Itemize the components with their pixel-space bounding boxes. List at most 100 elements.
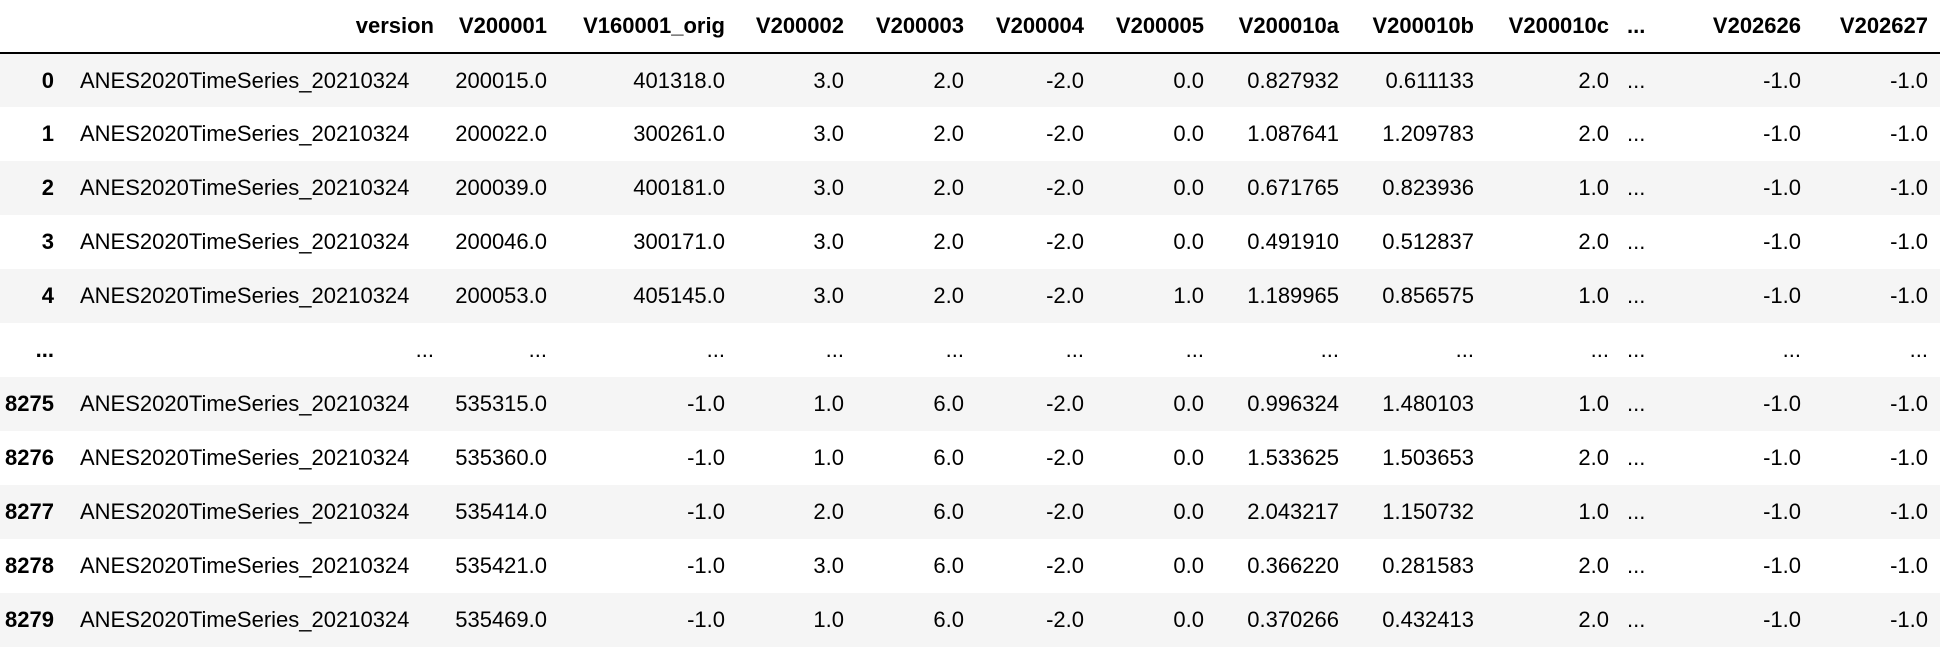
table-cell: -1.0 (1890, 445, 1928, 470)
table-cell: 535315.0 (455, 391, 547, 416)
table-cell: 0.0 (1173, 67, 1204, 93)
row-index: 4 (41, 283, 54, 308)
column-header-ellipsis: ... (1621, 0, 1663, 54)
table-cell: 6.0 (933, 391, 964, 416)
table-cell: -1.0 (1890, 283, 1928, 308)
table-cell: 1.0 (813, 607, 844, 632)
table-cell: 1.480103 (1382, 391, 1474, 416)
table-cell: ... (415, 337, 434, 362)
header-row: version V200001 V160001_orig V200002 V20… (0, 0, 1940, 54)
table-cell: -1.0 (1890, 229, 1928, 254)
column-header-v200005: V200005 (1096, 0, 1216, 54)
table-row: 8277 ANES2020TimeSeries_20210324 535414.0 -… (0, 485, 1940, 539)
table-cell: 2.0 (1578, 121, 1609, 146)
table-cell: -1.0 (1763, 553, 1801, 578)
column-header-v200010a: V200010a (1216, 0, 1351, 54)
table-cell: 3.0 (813, 67, 844, 93)
table-cell: 200039.0 (455, 175, 547, 200)
table-cell: 1.189965 (1247, 283, 1339, 308)
table-cell: 3.0 (813, 121, 844, 146)
table-cell: ... (1909, 337, 1928, 362)
row-index: 8275 (5, 391, 54, 416)
table-cell: -1.0 (1890, 499, 1928, 524)
table-cell: 0.0 (1173, 607, 1204, 632)
table-cell: 1.209783 (1382, 121, 1474, 146)
table-cell: 0.491910 (1247, 229, 1339, 254)
column-header-v160001-orig: V160001_orig (559, 0, 737, 54)
table-cell: 0.0 (1173, 499, 1204, 524)
table-cell: 2.043217 (1247, 499, 1339, 524)
table-cell: ... (1065, 337, 1084, 362)
column-header-version: version (66, 0, 446, 54)
table-cell: ANES2020TimeSeries_20210324 (80, 499, 410, 524)
table-cell: 200046.0 (455, 229, 547, 254)
table-cell: -1.0 (1890, 553, 1928, 578)
table-cell: -2.0 (1046, 553, 1084, 578)
table-cell: 2.0 (933, 229, 964, 254)
column-header-v200004: V200004 (976, 0, 1096, 54)
table-cell: -1.0 (687, 553, 725, 578)
table-cell: ... (1782, 337, 1801, 362)
table-cell: ANES2020TimeSeries_20210324 (80, 229, 410, 254)
ellipsis-cell: ... (1627, 175, 1646, 200)
ellipsis-cell: ... (1627, 121, 1646, 146)
table-cell: -1.0 (1763, 445, 1801, 470)
column-header-v200010c: V200010c (1486, 0, 1621, 54)
table-cell: 0.370266 (1247, 607, 1339, 632)
table-cell: ... (945, 337, 964, 362)
row-index: 0 (41, 67, 54, 93)
table-cell: 1.0 (1578, 175, 1609, 200)
row-index: 8276 (5, 445, 54, 470)
table-cell: -2.0 (1046, 445, 1084, 470)
table-cell: 0.366220 (1247, 553, 1339, 578)
table-row: 1 ANES2020TimeSeries_20210324 200022.0 3002… (0, 107, 1940, 161)
table-cell: 405145.0 (633, 283, 725, 308)
column-header-v202626: V202626 (1663, 0, 1813, 54)
table-cell: 3.0 (813, 283, 844, 308)
table-cell: ... (1185, 337, 1204, 362)
table-cell: 0.0 (1173, 445, 1204, 470)
table-cell: 0.0 (1173, 391, 1204, 416)
table-cell: 1.0 (1578, 391, 1609, 416)
table-cell: 535360.0 (455, 445, 547, 470)
table-cell: 535469.0 (455, 607, 547, 632)
row-index: 8278 (5, 553, 54, 578)
ellipsis-cell: ... (1627, 607, 1646, 632)
table-cell: ... (1455, 337, 1474, 362)
ellipsis-cell: ... (1627, 67, 1646, 93)
table-cell: 200053.0 (455, 283, 547, 308)
ellipsis-row: ........................................… (0, 323, 1940, 377)
table-cell: 3.0 (813, 553, 844, 578)
table-cell: -1.0 (687, 499, 725, 524)
ellipsis-cell: ... (1627, 445, 1646, 470)
table-cell: 0.996324 (1247, 391, 1339, 416)
table-cell: 2.0 (813, 499, 844, 524)
table-cell: 1.503653 (1382, 445, 1474, 470)
table-cell: -2.0 (1046, 499, 1084, 524)
table-cell: 6.0 (933, 607, 964, 632)
table-cell: ANES2020TimeSeries_20210324 (80, 553, 410, 578)
table-cell: 2.0 (933, 121, 964, 146)
table-cell: 200015.0 (455, 67, 547, 93)
table-cell: 0.512837 (1382, 229, 1474, 254)
table-cell: 2.0 (1578, 553, 1609, 578)
table-cell: 0.0 (1173, 175, 1204, 200)
table-cell: 6.0 (933, 445, 964, 470)
table-cell: 2.0 (933, 283, 964, 308)
table-cell: 1.0 (813, 445, 844, 470)
table-cell: 1.0 (1173, 283, 1204, 308)
row-index: 2 (41, 175, 54, 200)
table-row: 8276 ANES2020TimeSeries_20210324 535360.0 -… (0, 431, 1940, 485)
table-cell: -1.0 (687, 391, 725, 416)
table-cell: ... (1590, 337, 1609, 362)
row-index: 8279 (5, 607, 54, 632)
table-cell: 535421.0 (455, 553, 547, 578)
table-cell: ... (825, 337, 844, 362)
table-cell: 1.0 (1578, 499, 1609, 524)
table-cell: -2.0 (1046, 229, 1084, 254)
table-cell: 6.0 (933, 553, 964, 578)
table-cell: 300171.0 (633, 229, 725, 254)
table-cell: -1.0 (1890, 391, 1928, 416)
